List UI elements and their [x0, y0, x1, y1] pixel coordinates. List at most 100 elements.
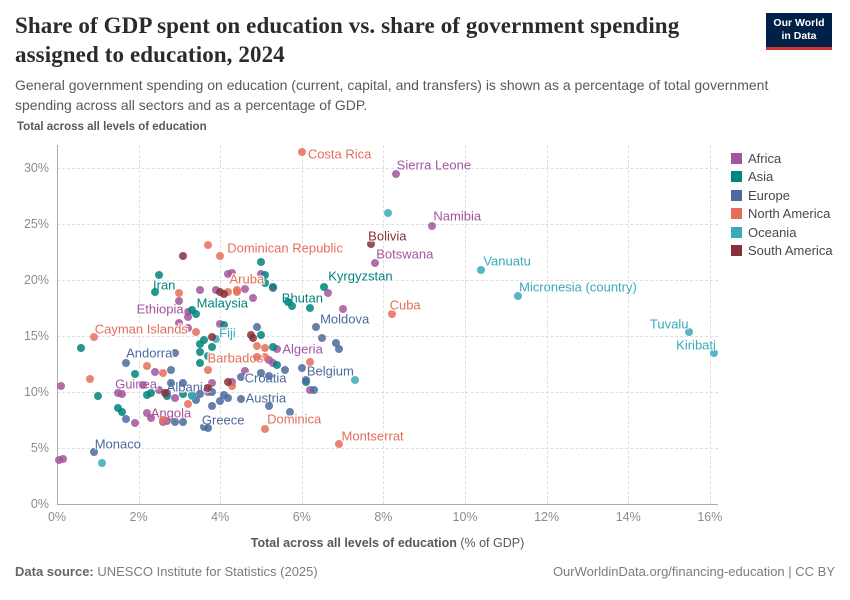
scatter-point[interactable]	[220, 320, 229, 329]
country-label[interactable]: Belgium	[306, 363, 354, 379]
country-label[interactable]: Dominican Republic	[227, 240, 343, 256]
scatter-point[interactable]	[191, 327, 200, 336]
scatter-point[interactable]	[224, 270, 233, 279]
country-label[interactable]: Bhutan	[281, 290, 323, 306]
scatter-point[interactable]	[252, 342, 261, 351]
scatter-point[interactable]	[224, 393, 233, 402]
scatter-point[interactable]	[310, 385, 319, 394]
scatter-point[interactable]	[305, 357, 314, 366]
legend-item-africa[interactable]: Africa	[731, 149, 833, 167]
country-label[interactable]: Montserrat	[341, 428, 404, 443]
scatter-point[interactable]	[55, 456, 64, 465]
scatter-point[interactable]	[175, 297, 184, 306]
license-link[interactable]: OurWorldinData.org/financing-education |…	[552, 564, 835, 579]
scatter-point[interactable]	[59, 454, 68, 463]
scatter-point[interactable]	[257, 270, 265, 279]
scatter-point[interactable]	[122, 358, 131, 367]
scatter-point[interactable]	[199, 422, 208, 431]
scatter-point[interactable]	[118, 408, 127, 417]
scatter-point[interactable]	[285, 408, 294, 417]
scatter-point[interactable]	[199, 336, 208, 345]
scatter-point[interactable]	[236, 373, 245, 382]
scatter-point[interactable]	[203, 387, 212, 396]
scatter-point[interactable]	[203, 352, 212, 361]
country-label[interactable]: Guinea	[115, 376, 158, 392]
scatter-point[interactable]	[261, 424, 270, 433]
scatter-point[interactable]	[89, 448, 98, 457]
scatter-point[interactable]	[142, 409, 151, 418]
scatter-point[interactable]	[161, 389, 170, 398]
scatter-point[interactable]	[195, 390, 204, 399]
country-label[interactable]: Malaysia	[196, 295, 248, 311]
scatter-point[interactable]	[257, 258, 265, 267]
scatter-point[interactable]	[220, 289, 229, 298]
country-label[interactable]: Dominica	[267, 411, 322, 427]
scatter-point[interactable]	[367, 240, 376, 249]
scatter-point[interactable]	[216, 319, 225, 328]
legend-item-asia[interactable]: Asia	[731, 168, 833, 186]
scatter-point[interactable]	[187, 306, 196, 315]
scatter-point[interactable]	[122, 414, 131, 423]
country-label[interactable]: Andorra	[126, 345, 173, 361]
scatter-point[interactable]	[142, 391, 151, 400]
country-label[interactable]: Aruba	[229, 271, 265, 287]
legend-item-north-america[interactable]: North America	[731, 205, 833, 223]
scatter-point[interactable]	[118, 390, 127, 399]
country-label[interactable]: Fiji	[219, 325, 236, 341]
scatter-point[interactable]	[150, 288, 159, 297]
scatter-point[interactable]	[265, 355, 274, 364]
country-label[interactable]: Iran	[153, 277, 176, 293]
scatter-point[interactable]	[477, 265, 486, 274]
country-label[interactable]: Vanuatu	[483, 253, 531, 269]
country-label[interactable]: Ethiopia	[136, 301, 184, 317]
scatter-point[interactable]	[114, 403, 123, 412]
scatter-point[interactable]	[301, 375, 310, 384]
scatter-point[interactable]	[195, 339, 204, 348]
scatter-point[interactable]	[195, 286, 204, 295]
country-label[interactable]: Austria	[245, 390, 287, 406]
scatter-point[interactable]	[261, 279, 270, 288]
scatter-point[interactable]	[216, 288, 225, 297]
scatter-point[interactable]	[167, 379, 176, 388]
scatter-point[interactable]	[208, 343, 217, 352]
scatter-point[interactable]	[338, 305, 347, 314]
scatter-point[interactable]	[203, 423, 212, 432]
scatter-point[interactable]	[167, 365, 176, 374]
owid-logo[interactable]: Our World in Data	[766, 13, 832, 50]
scatter-point[interactable]	[203, 241, 212, 250]
legend-item-south-america[interactable]: South America	[731, 242, 833, 260]
scatter-point[interactable]	[171, 348, 180, 357]
country-label[interactable]: Micronesia (country)	[519, 279, 637, 295]
country-label[interactable]: Bolivia	[368, 228, 407, 244]
scatter-point[interactable]	[216, 252, 225, 261]
scatter-point[interactable]	[261, 353, 270, 362]
scatter-point[interactable]	[220, 391, 229, 400]
country-label[interactable]: Barbados	[207, 350, 264, 366]
scatter-point[interactable]	[709, 349, 718, 358]
scatter-point[interactable]	[261, 344, 270, 353]
scatter-point[interactable]	[195, 347, 204, 356]
scatter-point[interactable]	[97, 458, 106, 467]
scatter-point[interactable]	[248, 293, 257, 302]
scatter-point[interactable]	[273, 345, 282, 354]
scatter-point[interactable]	[685, 327, 694, 336]
scatter-point[interactable]	[514, 291, 523, 300]
scatter-point[interactable]	[283, 298, 292, 307]
country-label[interactable]: Monaco	[94, 436, 141, 452]
country-label[interactable]: Sierra Leone	[396, 157, 472, 173]
scatter-point[interactable]	[212, 286, 221, 295]
scatter-point[interactable]	[212, 335, 221, 344]
scatter-point[interactable]	[228, 269, 237, 278]
scatter-point[interactable]	[246, 330, 255, 339]
scatter-point[interactable]	[252, 353, 261, 362]
scatter-point[interactable]	[171, 393, 180, 402]
scatter-point[interactable]	[228, 382, 237, 391]
scatter-point[interactable]	[297, 364, 306, 373]
scatter-point[interactable]	[130, 370, 139, 379]
scatter-point[interactable]	[85, 374, 94, 383]
scatter-point[interactable]	[228, 377, 237, 386]
country-label[interactable]: Moldova	[320, 311, 370, 327]
scatter-point[interactable]	[252, 323, 261, 332]
scatter-point[interactable]	[320, 282, 329, 291]
scatter-point[interactable]	[273, 361, 282, 370]
